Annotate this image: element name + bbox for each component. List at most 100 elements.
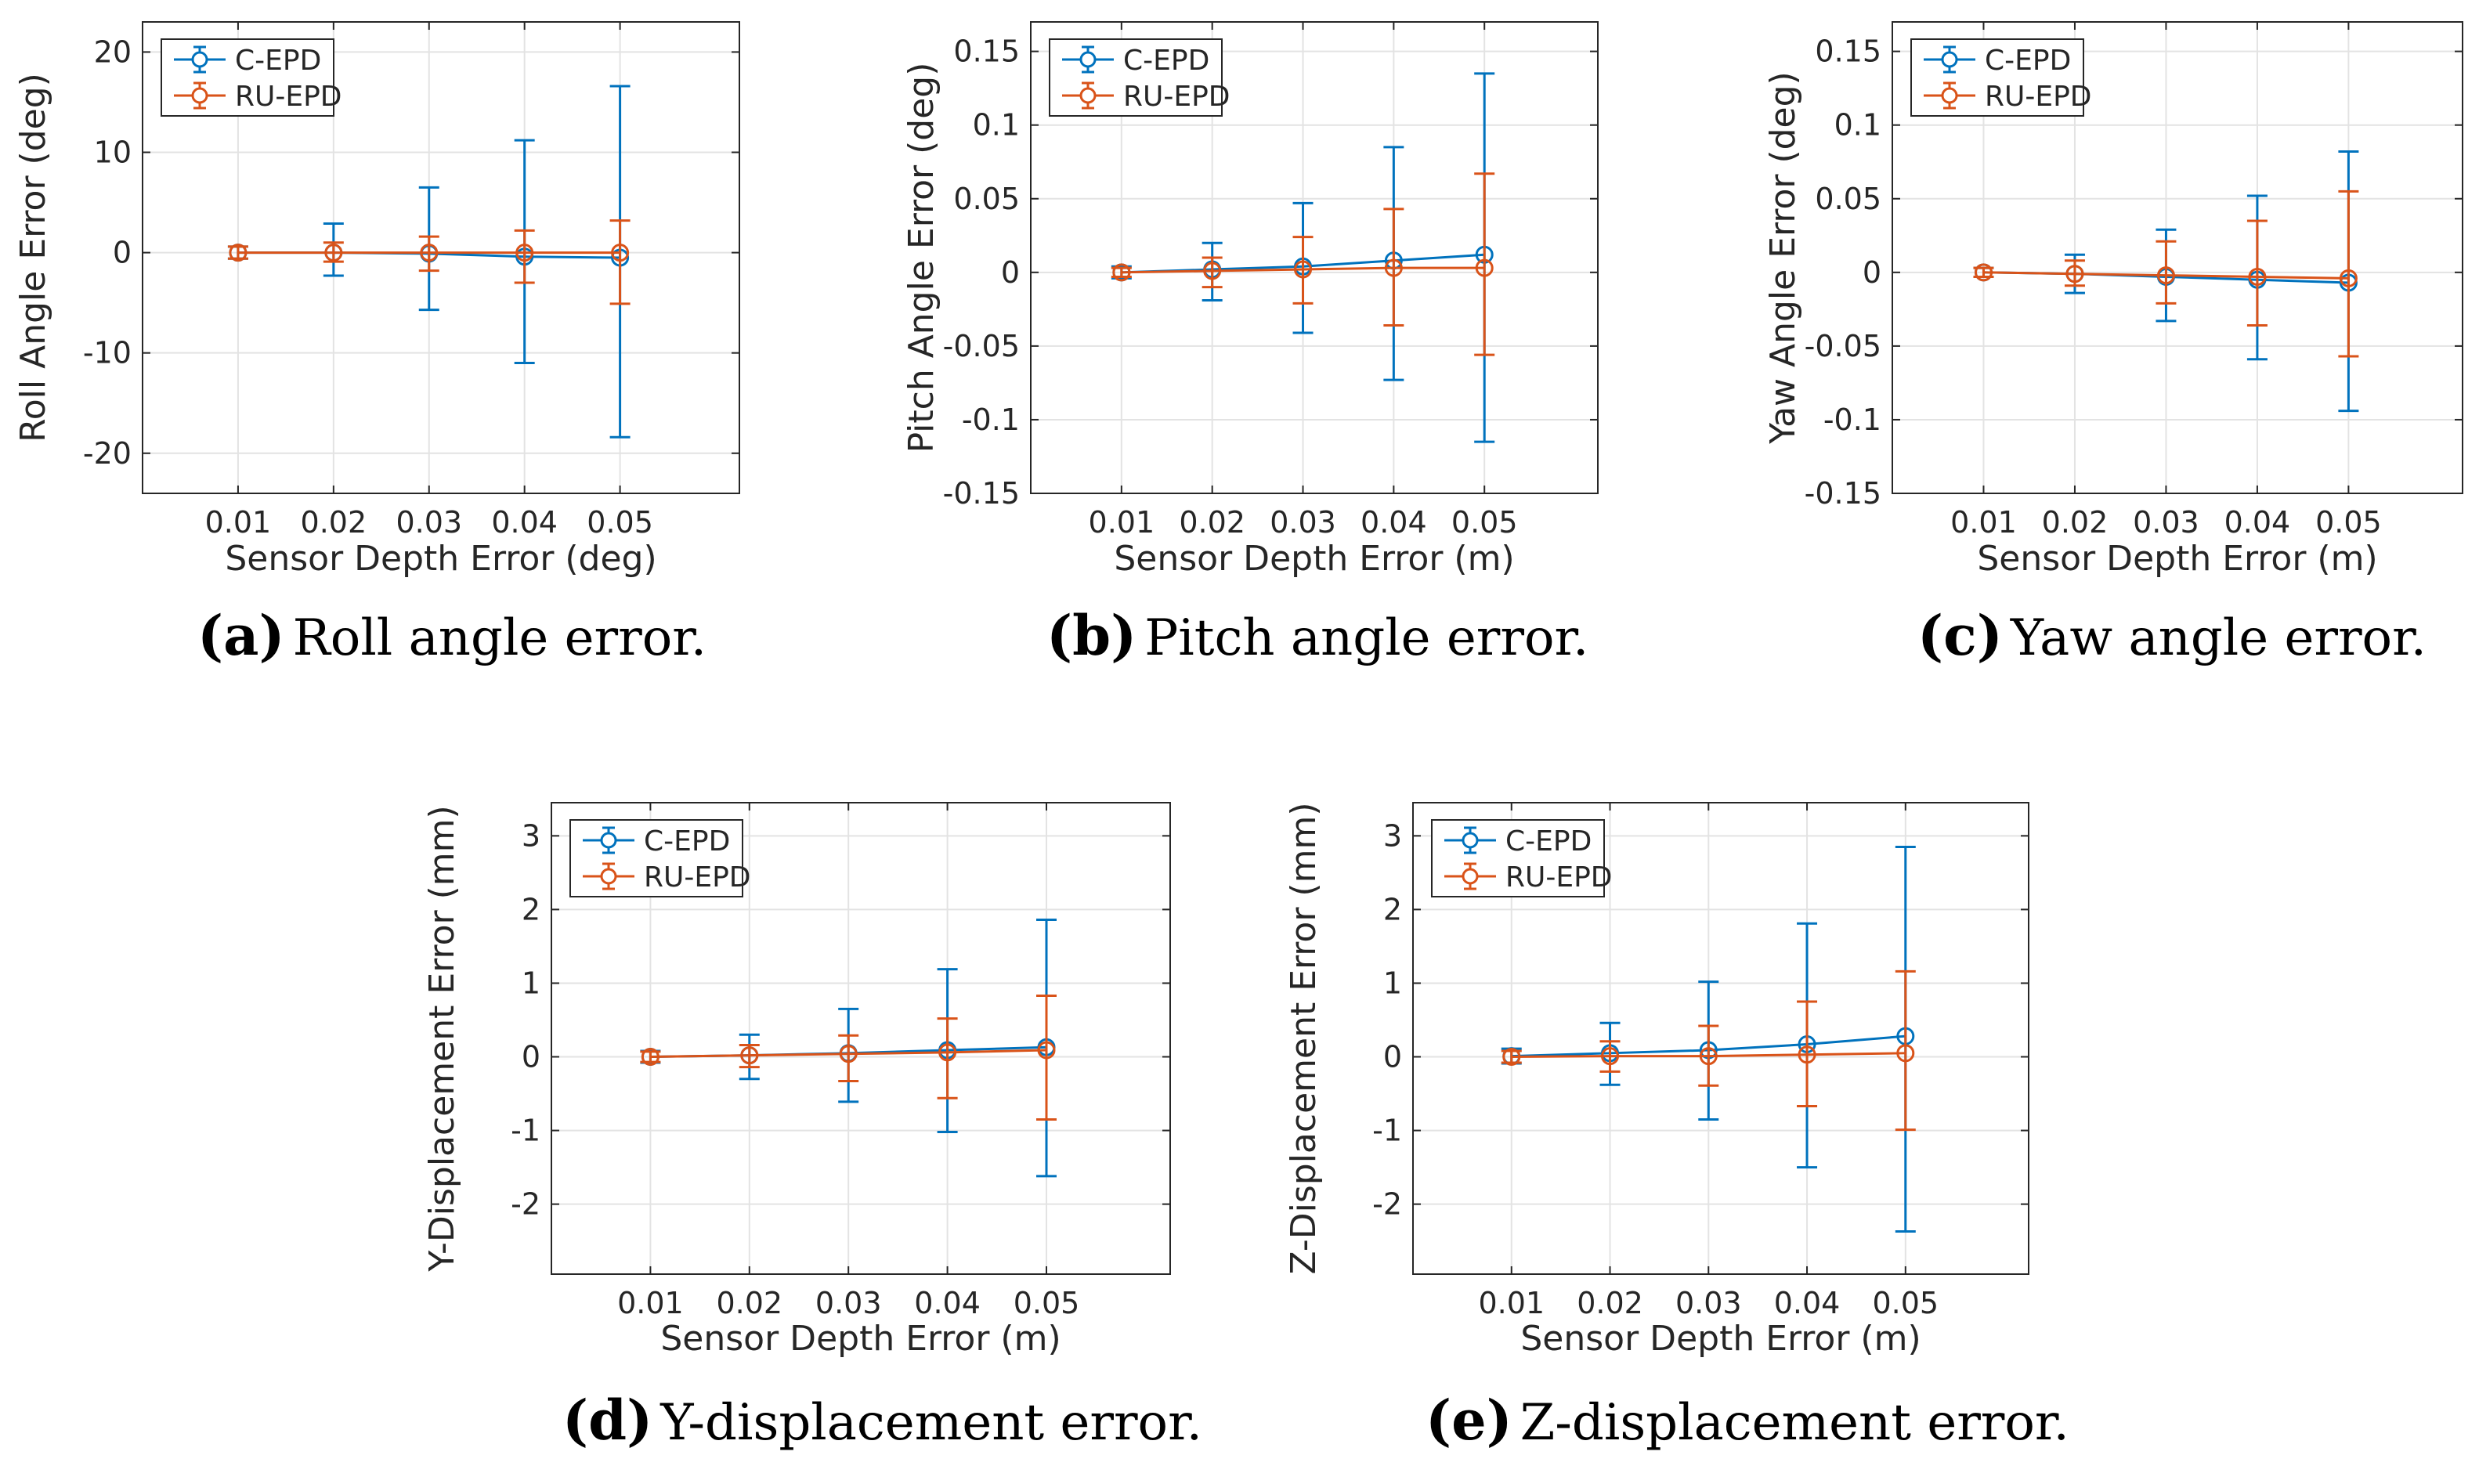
legend-box xyxy=(1049,38,1223,117)
caption-letter: (c) xyxy=(1917,603,2003,668)
data-point xyxy=(420,244,439,262)
subfigure-caption: (c) Yaw angle error. xyxy=(1917,603,2427,668)
series-line xyxy=(650,1049,1047,1059)
subplot-a: 0.01 0.02 0.03 0.04 0.05 20 10 0 -10 -20 Sensor De… xyxy=(13,21,740,668)
legend-label-ru-epd: RU-EPD xyxy=(644,861,751,894)
y-tick-label: 0.15 xyxy=(953,34,1020,69)
data-point xyxy=(1294,260,1313,279)
series-ru-epd xyxy=(1111,172,1495,356)
series-line xyxy=(1511,1052,1906,1059)
y-tick-label: 0.1 xyxy=(973,108,1020,143)
caption-letter: (d) xyxy=(562,1388,652,1453)
x-axis-label: Sensor Depth Error (m) xyxy=(1114,539,1514,579)
y-tick-label: 1 xyxy=(1383,966,1402,1000)
data-point xyxy=(515,244,534,262)
axes-box xyxy=(1412,802,2029,1275)
caption-letter: (b) xyxy=(1046,603,1137,668)
y-tick-label: -0.15 xyxy=(943,476,1020,511)
x-tick-label: 0.04 xyxy=(1774,1286,1841,1320)
data-point xyxy=(839,1045,858,1063)
data-point xyxy=(641,1048,660,1067)
y-tick-label: -1 xyxy=(1372,1114,1402,1148)
y-tick-label: -2 xyxy=(511,1187,540,1222)
data-point xyxy=(1896,1044,1915,1063)
legend-marker xyxy=(1079,87,1097,104)
data-point xyxy=(2065,265,2084,283)
legend-box xyxy=(161,38,334,117)
legend-label-c-epd: C-EPD xyxy=(1123,45,1209,77)
y-tick-label: 3 xyxy=(1383,818,1402,853)
legend-box xyxy=(1431,819,1605,897)
series-ru-epd xyxy=(640,994,1057,1121)
x-tick-label: 0.03 xyxy=(1270,505,1336,540)
x-tick-label: 0.02 xyxy=(1179,505,1245,540)
data-point xyxy=(2156,266,2175,285)
data-point xyxy=(1798,1045,1816,1064)
y-tick-label: -20 xyxy=(83,436,132,471)
legend-marker xyxy=(600,832,617,849)
y-axis-label: Pitch Angle Error (deg) xyxy=(902,63,941,453)
y-tick-label: 0 xyxy=(1863,255,1881,290)
legend-label-c-epd: C-EPD xyxy=(235,45,321,77)
legend-marker xyxy=(191,87,208,104)
x-tick-label: 0.01 xyxy=(205,505,272,540)
y-axis-label: Y-Displacement Error (mm) xyxy=(422,805,462,1272)
y-tick-label: 0 xyxy=(113,236,132,270)
data-point xyxy=(1974,263,1993,282)
data-point xyxy=(1699,1047,1718,1066)
data-point xyxy=(1601,1047,1620,1066)
series-ru-epd xyxy=(1501,969,1916,1132)
y-tick-label: 0 xyxy=(1383,1040,1402,1074)
series-ru-epd xyxy=(1973,190,2359,358)
legend-label-ru-epd: RU-EPD xyxy=(1985,81,2092,113)
x-tick-label: 0.03 xyxy=(2133,505,2199,540)
series-line xyxy=(1983,271,2349,280)
subfigure-caption: (d) Y-displacement error. xyxy=(562,1388,1202,1453)
x-tick-label: 0.01 xyxy=(1089,505,1155,540)
data-point xyxy=(1475,258,1494,277)
legend-box xyxy=(569,819,743,897)
x-axis-label: Sensor Depth Error (m) xyxy=(1520,1319,1921,1359)
x-tick-label: 0.04 xyxy=(1361,505,1427,540)
x-axis-label: Sensor Depth Error (m) xyxy=(660,1319,1061,1359)
y-tick-label: -0.05 xyxy=(1805,329,1881,363)
legend-marker xyxy=(1462,868,1479,885)
legend-label-ru-epd: RU-EPD xyxy=(235,81,342,113)
data-point xyxy=(611,244,630,262)
legend-label-c-epd: C-EPD xyxy=(1505,825,1592,858)
legend-label-ru-epd: RU-EPD xyxy=(1505,861,1613,894)
data-point xyxy=(1112,263,1131,282)
legend-marker xyxy=(1941,51,1958,68)
axes-box xyxy=(551,802,1171,1275)
x-tick-label: 0.01 xyxy=(1950,505,2017,540)
x-tick-label: 0.03 xyxy=(1675,1286,1742,1320)
data-point xyxy=(324,244,343,262)
x-tick-label: 0.04 xyxy=(491,505,558,540)
legend-marker xyxy=(191,51,208,68)
x-axis-label: Sensor Depth Error (deg) xyxy=(225,539,656,579)
caption-text: Z-displacement error. xyxy=(1520,1394,2069,1452)
y-tick-label: -0.05 xyxy=(943,329,1020,363)
y-tick-label: 10 xyxy=(94,135,132,170)
y-tick-label: -0.1 xyxy=(962,403,1020,437)
y-tick-label: 0 xyxy=(522,1040,540,1074)
series-line xyxy=(1121,266,1485,274)
caption-text: Roll angle error. xyxy=(293,609,707,667)
series-ru-epd xyxy=(227,219,631,305)
y-tick-label: 0.05 xyxy=(1815,182,1881,216)
subfigure-caption: (b) Pitch angle error. xyxy=(1046,603,1588,668)
y-tick-label: -0.1 xyxy=(1823,403,1881,437)
x-tick-label: 0.04 xyxy=(2224,505,2291,540)
axes-box xyxy=(142,21,740,494)
y-axis-label: Z-Displacement Error (mm) xyxy=(1284,802,1324,1274)
data-point xyxy=(2339,269,2358,287)
subplot-b: 0.01 0.02 0.03 0.04 0.05 0.15 0.1 0.05 0 -0.05 -0.… xyxy=(902,21,1599,668)
x-tick-label: 0.05 xyxy=(2315,505,2382,540)
x-axis-label: Sensor Depth Error (m) xyxy=(1977,539,2377,579)
data-point xyxy=(938,1043,957,1062)
subplot-c: 0.01 0.02 0.03 0.04 0.05 0.15 0.1 0.05 0 -0.05 -0.… xyxy=(1763,21,2463,668)
x-tick-label: 0.04 xyxy=(914,1286,981,1320)
legend-marker xyxy=(1462,832,1479,849)
data-point xyxy=(229,244,248,262)
